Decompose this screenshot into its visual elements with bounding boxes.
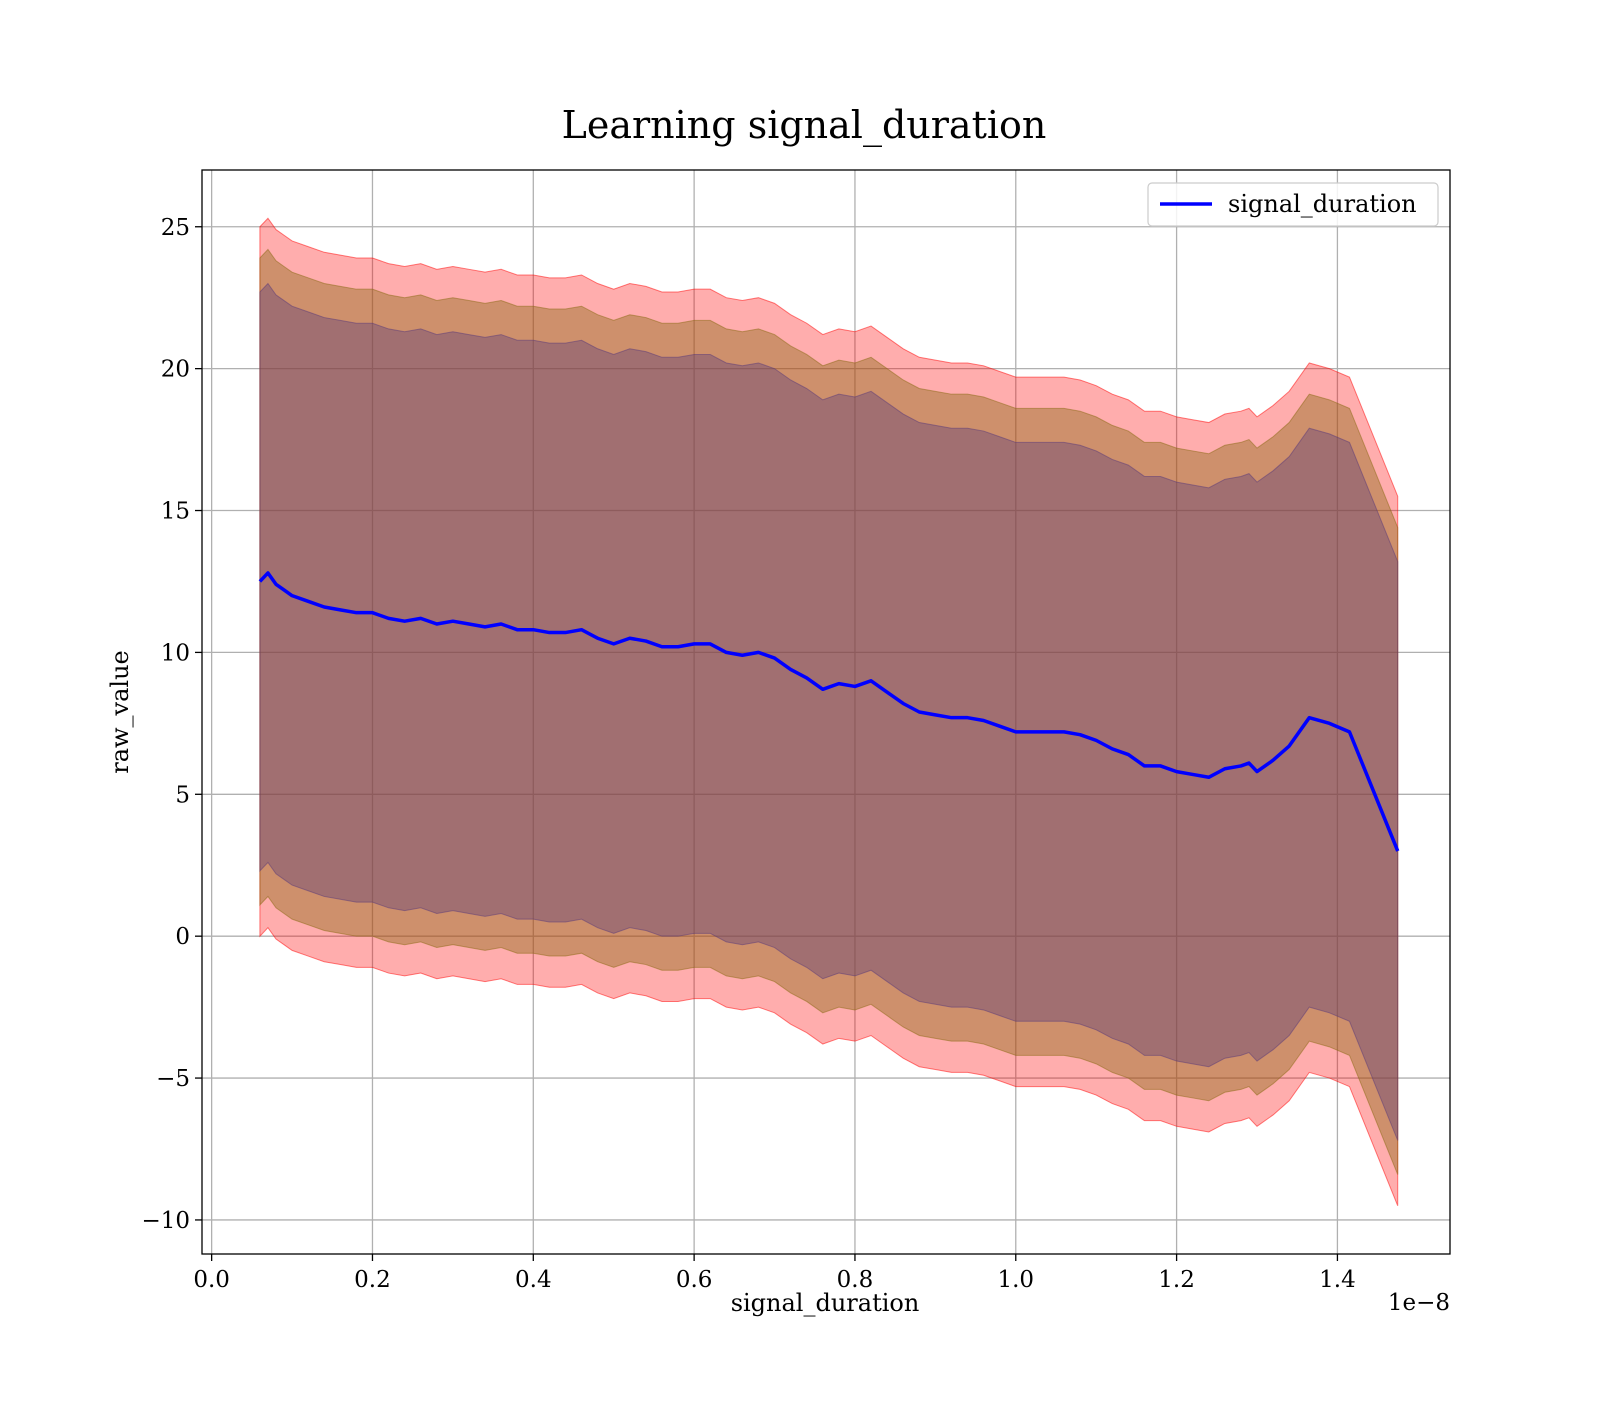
uncertainty-bands [259,217,1399,1206]
uncertainty-band [259,282,1399,1141]
legend-box [1147,182,1439,227]
x-tick-label: 1.2 [1158,1267,1195,1293]
grid [202,170,1450,1254]
x-axis-offset-label: 1e−8 [1388,1290,1450,1316]
x-tick-label: 0.4 [515,1267,552,1293]
y-tick-label: 0 [175,924,190,950]
x-tick-label: 1.4 [1319,1267,1356,1293]
y-tick-label: 20 [161,357,190,383]
series-lines [258,571,1400,852]
y-tick-label: −5 [156,1066,190,1092]
y-tick-label: 25 [161,215,190,241]
x-tick-label: 0.6 [676,1267,713,1293]
x-tick-label: 0.8 [837,1267,874,1293]
uncertainty-band [259,248,1399,1175]
x-tick-label: 1.0 [997,1267,1034,1293]
legend: signal_duration [1147,182,1439,227]
plot-frame [201,169,1451,1255]
x-tick-label: 0.2 [354,1267,391,1293]
y-axis-ticks: −10 −5 0 5 10 15 20 25 [141,215,202,1234]
chart-title: Learning signal_duration [562,103,1047,148]
y-tick-label: 5 [175,782,190,808]
x-axis-label: signal_duration [731,1289,920,1317]
y-tick-label: 10 [161,640,190,666]
y-tick-label: 15 [161,499,190,525]
x-tick-label: 0.0 [193,1267,230,1293]
uncertainty-band [259,217,1399,1206]
y-axis-label: raw_value [106,650,134,774]
series-line [258,571,1400,852]
x-axis-ticks: 0.0 0.2 0.4 0.6 0.8 1.0 1.2 1.4 [193,1254,1356,1293]
y-tick-label: −10 [141,1208,190,1234]
legend-label: signal_duration [1228,190,1417,218]
